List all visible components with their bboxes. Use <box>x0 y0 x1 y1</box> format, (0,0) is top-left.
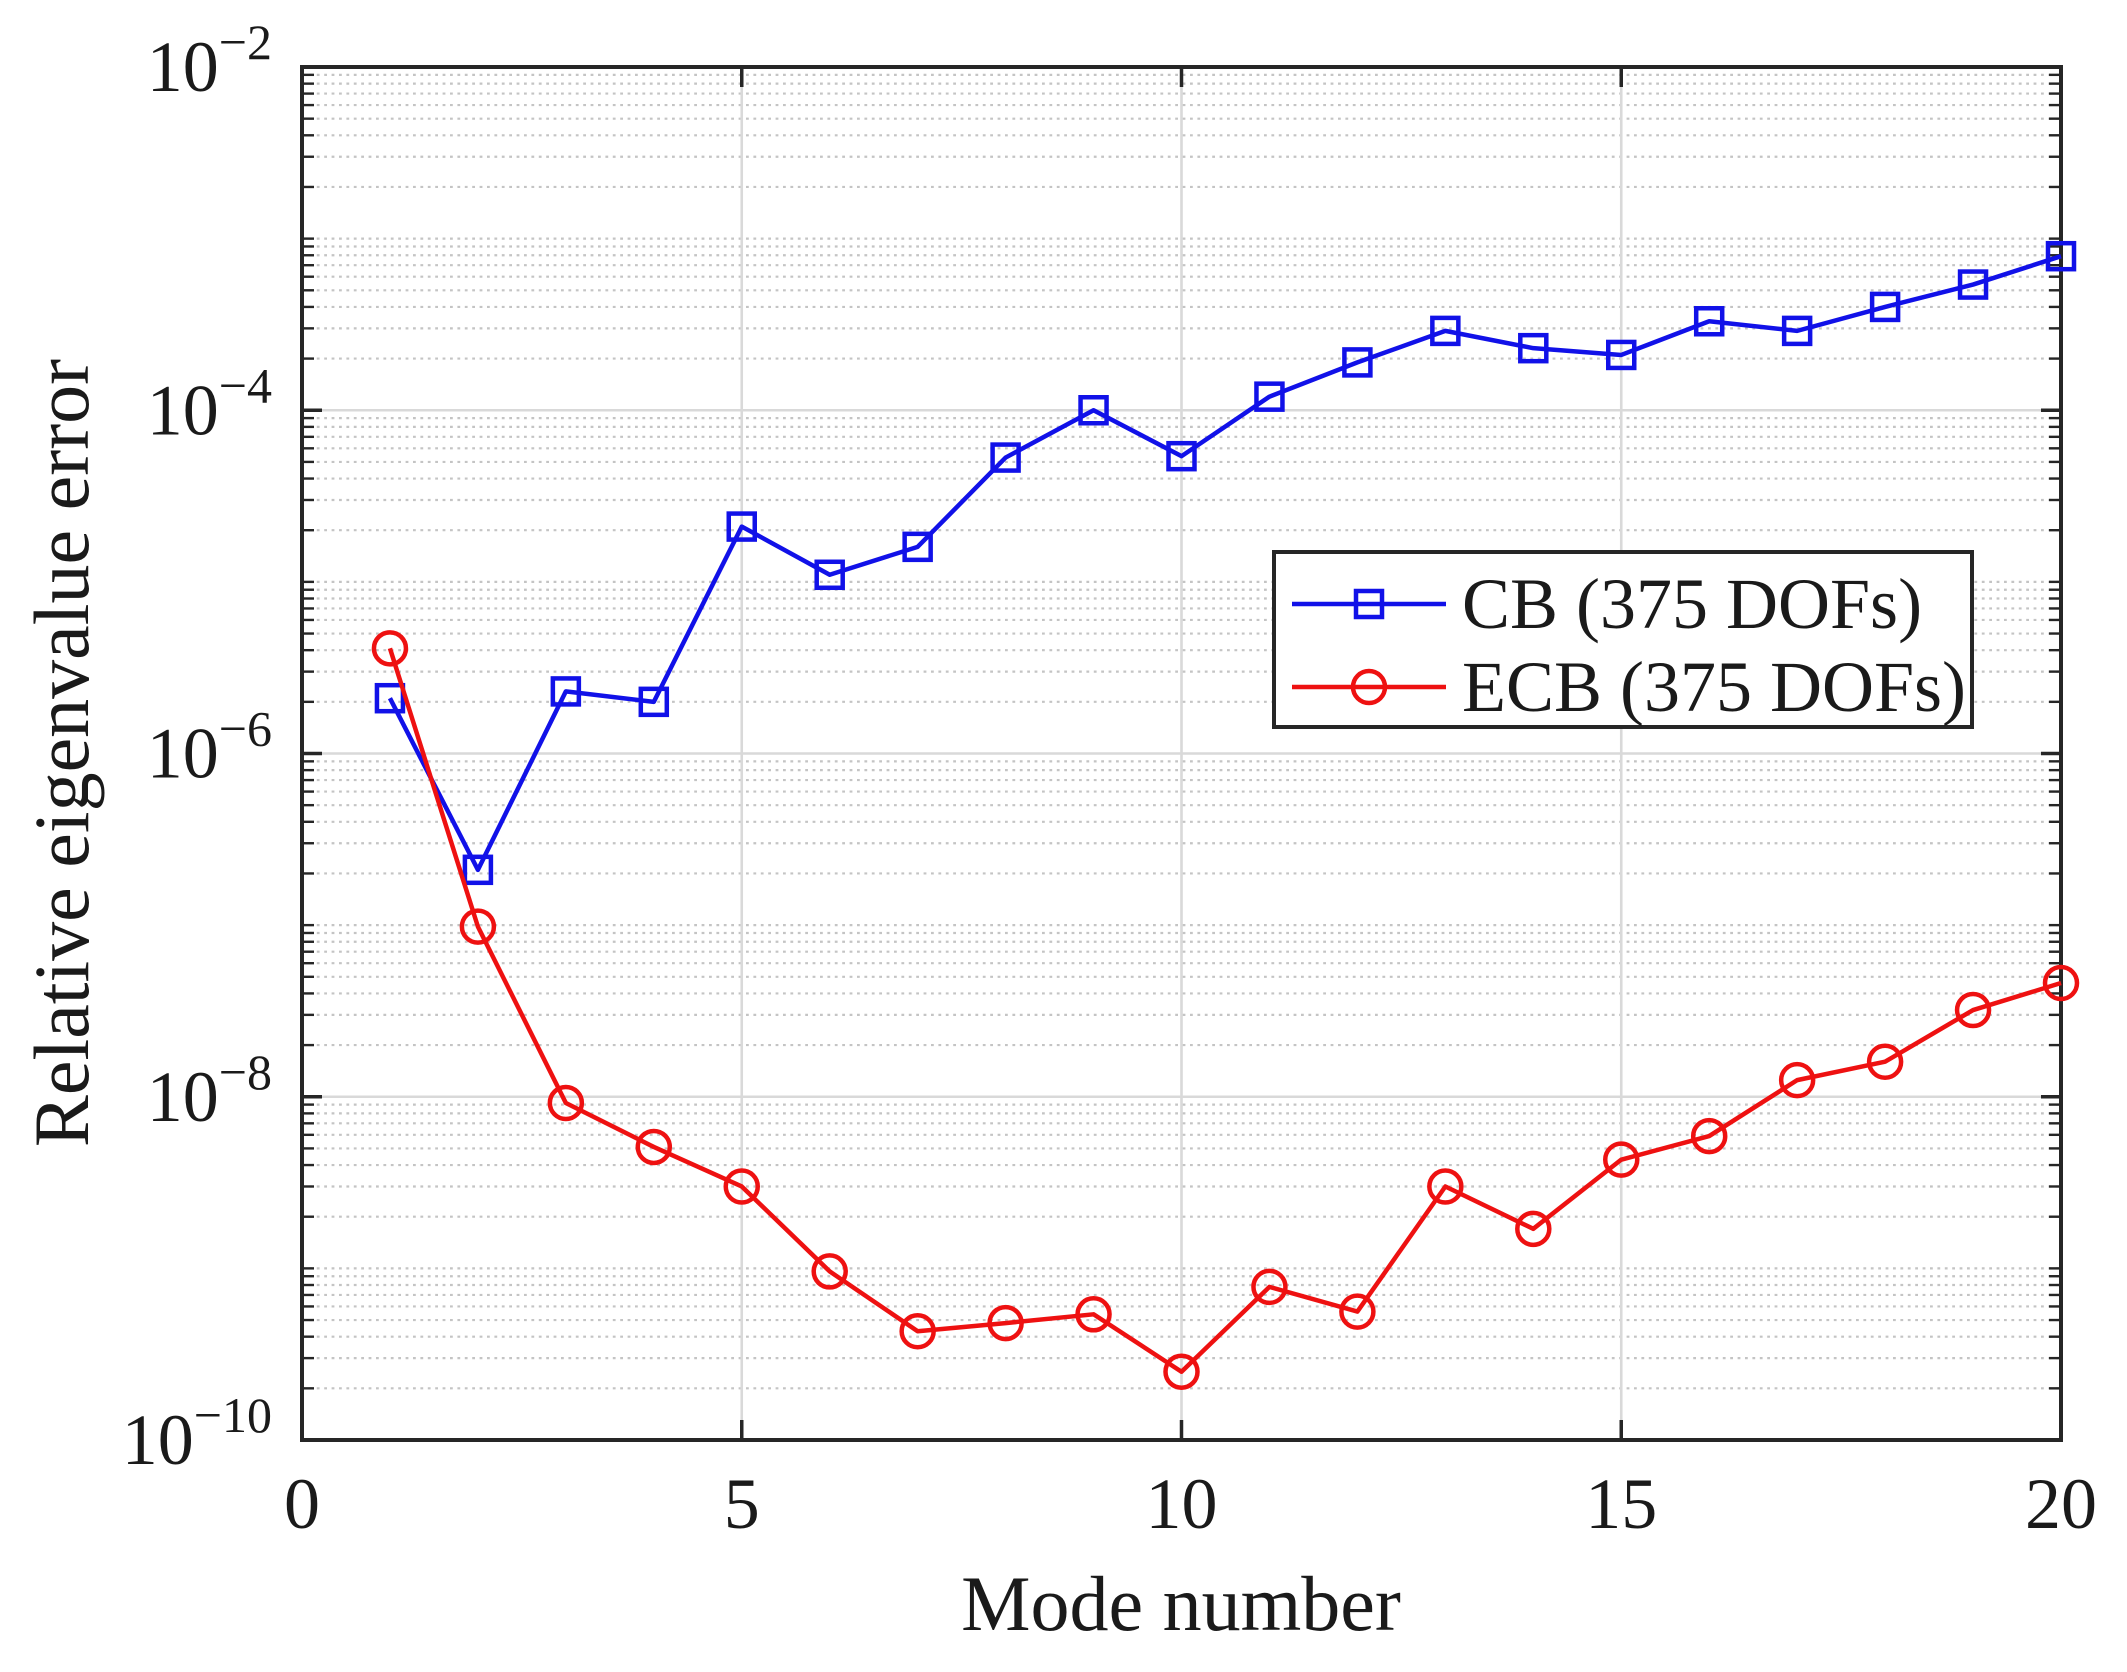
cb-square-marker <box>1430 315 1461 347</box>
ecb-circle-marker <box>1163 1353 1200 1390</box>
y-tick-label: 10−4 <box>147 357 272 450</box>
cb-square-marker <box>902 531 933 563</box>
tick-label-layer: 0 5 10 15 20 10−2 10−4 10−6 10−8 10−10 <box>122 14 2097 1544</box>
legend-entry-ecb: ECB (375 DOFs) <box>1292 647 1966 727</box>
cb-square-marker <box>2045 240 2077 272</box>
axis-layer <box>300 65 2063 1442</box>
cb-square-marker <box>990 442 1021 473</box>
ecb-circle-marker <box>1251 1268 1288 1306</box>
ecb-circle-marker <box>811 1253 848 1290</box>
y-tick-label: 10−2 <box>147 14 272 107</box>
legend: CB (375 DOFs) ECB (375 DOFs) <box>1272 550 1974 729</box>
cb-square-marker <box>550 676 582 707</box>
cb-square-marker <box>1518 332 1549 364</box>
ecb-circle-marker <box>371 630 409 667</box>
ecb-circle-marker <box>899 1313 936 1350</box>
cb-square-marker <box>1693 306 1725 337</box>
ecb-series-line <box>387 647 2062 1374</box>
cb-square-marker <box>1254 381 1285 412</box>
ecb-circle-marker <box>1075 1296 1112 1333</box>
cb-square-marker <box>1869 291 1901 323</box>
ecb-circle-marker <box>1690 1117 1728 1155</box>
ecb-circle-marker <box>547 1084 585 1122</box>
cb-square-marker <box>1166 440 1197 472</box>
y-tick-label: 10−8 <box>147 1044 272 1137</box>
ecb-circle-marker <box>723 1168 760 1205</box>
x-tick-label: 20 <box>2025 1464 2097 1544</box>
grid-layer <box>302 67 2061 1440</box>
legend-ecb-label: ECB (375 DOFs) <box>1462 647 1966 727</box>
ecb-circle-marker <box>1954 991 1992 1029</box>
ecb-circle-marker <box>1866 1043 1904 1080</box>
cb-square-marker <box>1957 269 1989 300</box>
x-tick-label: 0 <box>284 1464 320 1544</box>
cb-square-marker <box>462 854 494 886</box>
cb-square-marker <box>1606 339 1637 371</box>
ecb-circle-marker <box>459 908 497 945</box>
y-tick-label: 10−10 <box>122 1387 272 1480</box>
ecb-circle-marker <box>1339 1293 1376 1330</box>
legend-ecb-circle-marker <box>1350 668 1388 706</box>
x-tick-label: 5 <box>724 1464 760 1544</box>
x-tick-label: 15 <box>1585 1464 1657 1544</box>
cb-square-marker <box>1078 395 1109 426</box>
series-layer <box>371 240 2080 1390</box>
legend-cb-square-marker <box>1353 588 1385 620</box>
y-axis-label: Relative eigenvalue error <box>18 359 105 1147</box>
ecb-circle-marker <box>635 1128 673 1166</box>
cb-square-marker <box>726 511 757 542</box>
ecb-circle-marker <box>987 1304 1024 1342</box>
cb-square-marker <box>1342 347 1373 378</box>
cb-square-marker <box>638 686 670 718</box>
cb-square-marker <box>814 559 845 591</box>
y-tick-label: 10−6 <box>147 701 272 794</box>
ecb-circle-marker <box>1427 1168 1464 1205</box>
legend-entry-cb: CB (375 DOFs) <box>1292 564 1922 644</box>
ecb-circle-marker <box>1515 1210 1552 1248</box>
ecb-circle-marker <box>2042 964 2080 1002</box>
cb-square-marker <box>1781 315 1813 347</box>
legend-cb-label: CB (375 DOFs) <box>1462 564 1922 644</box>
ecb-circle-marker <box>1778 1061 1816 1099</box>
legend-box <box>1272 550 1974 729</box>
x-tick-label: 10 <box>1146 1464 1218 1544</box>
ecb-circle-marker <box>1603 1141 1640 1178</box>
x-axis-label: Mode number <box>961 1560 1401 1647</box>
cb-square-marker <box>374 682 406 714</box>
